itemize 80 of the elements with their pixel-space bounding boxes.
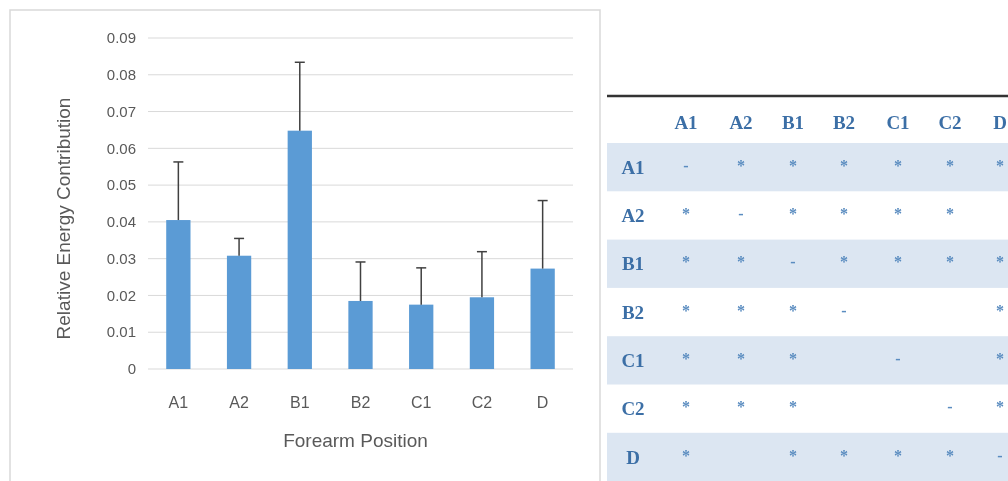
text: * [840,156,848,174]
text: * [682,253,690,271]
text: * [737,301,745,319]
x-tick-label: D [993,111,1007,133]
x-tick-label: A2 [729,111,753,133]
text: * [946,205,954,223]
x-tick-label: C1 [410,394,432,411]
x-tick-label: A1 [168,394,189,411]
bar [348,300,373,369]
text: * [894,205,902,223]
y-tick-label: 0.01 [106,323,136,341]
x-tick-label: A2 [229,394,249,411]
x-tick-label: D [536,394,549,411]
text: * [894,253,902,271]
text: * [789,205,797,223]
text: - [947,398,953,416]
text: * [840,446,848,464]
text: * [996,301,1004,319]
text: * [682,398,690,416]
text: * [682,205,690,223]
text: - [738,205,744,223]
y-tick-label: 0.03 [106,249,136,267]
text: * [789,349,797,367]
text: * [737,349,745,367]
text: * [996,398,1004,416]
bar [530,268,555,369]
y-tick-label: 0.02 [106,286,136,304]
bar [469,297,495,369]
y-tick-label: 0.05 [106,176,136,194]
x-tick-label: C1 [886,111,910,133]
text: * [737,398,745,416]
text: * [737,156,745,174]
text: * [789,398,797,416]
text: * [946,446,954,464]
text: * [789,156,797,174]
text: * [789,446,797,464]
x-tick-label: B1 [781,111,805,133]
text: * [996,349,1004,367]
text: - [683,156,689,174]
y-tick-label: C1 [621,350,645,371]
x-axis-title: Forearm Position [283,430,428,451]
x-tick-label: A1 [674,111,698,133]
y-tick-label: A2 [621,205,645,227]
text: * [946,253,954,271]
x-tick-label: B2 [832,111,856,133]
text: * [737,253,745,271]
bar [287,130,312,369]
text: * [996,156,1004,174]
y-axis-title: Relative Energy Contribution [53,97,74,340]
y-tick-label: D [626,446,640,468]
bar [409,304,434,369]
text: * [682,446,690,464]
text: * [996,253,1004,271]
y-tick-label: 0.08 [106,66,136,84]
text: * [840,253,848,271]
text: - [997,446,1003,464]
x-tick-label: B2 [350,394,371,411]
y-tick-label: B1 [621,253,645,275]
y-tick-label: 0.09 [106,29,136,47]
text: * [840,205,848,223]
y-tick-label: 0 [127,360,136,378]
text: * [894,446,902,464]
text: - [790,253,796,271]
text: * [789,301,797,319]
y-tick-label: 0.07 [106,102,136,120]
x-tick-label: B1 [290,394,310,411]
text: - [895,349,901,367]
x-tick-label: C2 [938,111,962,133]
text: * [894,156,902,174]
text: * [682,349,690,367]
text: - [841,301,847,319]
y-tick-label: A1 [621,156,645,178]
y-tick-label: B2 [621,301,645,323]
text: * [946,156,954,174]
y-tick-label: 0.06 [106,139,136,157]
bar [166,220,191,369]
bar [226,255,252,369]
text: * [682,301,690,319]
x-tick-label: C2 [471,394,493,411]
y-tick-label: 0.04 [106,213,136,231]
